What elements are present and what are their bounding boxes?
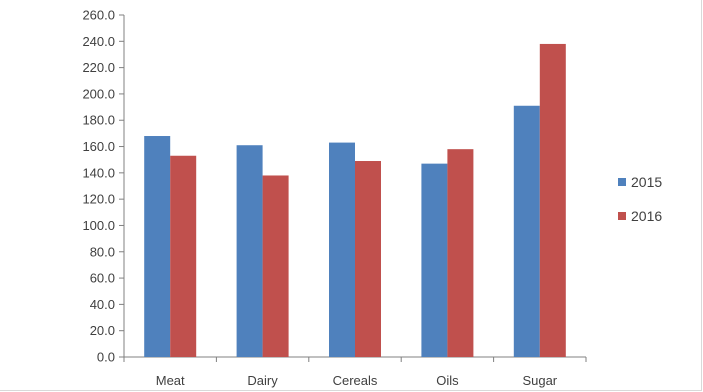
bar-2015-meat [144, 136, 171, 357]
y-axis-ticks: 0.0 20.0 40.0 60.0 80.0 100.0 120.0 140.0 160.0 1… [82, 8, 124, 365]
y-tick-label: 0.0 [97, 350, 115, 365]
x-category-label: Meat [156, 373, 185, 388]
y-tick-label: 60.0 [90, 271, 115, 286]
legend-label-2016: 2016 [631, 208, 662, 224]
y-tick-label: 260.0 [82, 8, 115, 23]
x-axis-labels: Meat Dairy Cereals Oils Sugar [156, 373, 558, 388]
legend-label-2015: 2015 [631, 174, 662, 190]
legend: 2015 2016 [618, 174, 662, 224]
legend-swatch-2015 [618, 178, 626, 186]
y-tick-label: 40.0 [90, 297, 115, 312]
y-tick-label: 160.0 [82, 139, 115, 154]
legend-swatch-2016 [618, 212, 626, 220]
bar-2016-sugar [539, 43, 566, 357]
x-category-label: Oils [436, 373, 459, 388]
y-tick-label: 120.0 [82, 192, 115, 207]
bar-series [144, 43, 566, 357]
bar-2015-oils [421, 163, 448, 357]
y-tick-label: 200.0 [82, 86, 115, 101]
y-tick-label: 20.0 [90, 323, 115, 338]
y-tick-label: 220.0 [82, 60, 115, 75]
bar-2015-dairy [236, 145, 263, 357]
bar-2015-sugar [513, 105, 540, 357]
bar-2016-dairy [262, 175, 289, 357]
x-category-label: Sugar [522, 373, 557, 388]
y-tick-label: 140.0 [82, 165, 115, 180]
bar-2016-meat [170, 155, 197, 357]
y-tick-label: 240.0 [82, 34, 115, 49]
y-tick-label: 80.0 [90, 244, 115, 259]
bar-2016-cereals [355, 161, 381, 357]
x-category-label: Cereals [333, 373, 378, 388]
x-category-label: Dairy [247, 373, 278, 388]
y-tick-label: 100.0 [82, 218, 115, 233]
y-tick-label: 180.0 [82, 113, 115, 128]
bar-2016-oils [447, 149, 474, 357]
bar-2015-cereals [329, 142, 355, 357]
